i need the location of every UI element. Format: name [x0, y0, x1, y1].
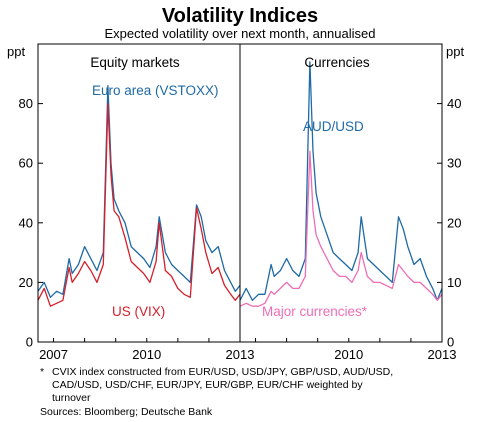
footnote-marker: * — [40, 366, 44, 378]
y-tick-label-right: 10 — [447, 275, 461, 290]
footnote-line-2: CAD/USD, USD/CHF, EUR/JPY, EUR/GBP, EUR/… — [52, 379, 363, 391]
y-tick-label-left: 20 — [19, 275, 33, 290]
right-axis-unit: ppt — [446, 44, 464, 59]
series-line-us-vix — [37, 102, 241, 307]
panel-title-equity: Equity markets — [90, 55, 180, 70]
panel-title-currencies: Currencies — [304, 55, 370, 70]
series-line-euro-area-vstoxx — [37, 85, 241, 298]
chart-subtitle: Expected volatility over next month, ann… — [105, 26, 376, 41]
footnote-line-3: turnover — [52, 392, 91, 404]
y-tick-label-left: 60 — [19, 156, 33, 171]
y-tick-label-right: 0 — [447, 335, 454, 350]
x-tick-label: 2010 — [334, 347, 363, 362]
footnote-line-1: CVIX index constructed from EUR/USD, USD… — [52, 366, 393, 378]
x-tick-label: 2007 — [39, 347, 68, 362]
series-label-major-currencies: Major currencies* — [262, 304, 368, 319]
chart-title: Volatility Indices — [162, 5, 318, 27]
series-label-us-vix: US (VIX) — [112, 304, 165, 319]
x-tick-label: 2013 — [226, 347, 255, 362]
y-tick-label-left: 80 — [19, 96, 33, 111]
series-line-major-currencies — [239, 150, 443, 307]
y-tick-label-left: 40 — [19, 215, 33, 230]
y-tick-label-left: 0 — [26, 335, 33, 350]
y-tick-label-right: 40 — [447, 96, 461, 111]
series-label-euro-area: Euro area (VSTOXX) — [92, 83, 219, 98]
x-tick-label: 2010 — [132, 347, 161, 362]
y-tick-label-right: 20 — [447, 215, 461, 230]
series-label-aud-usd: AUD/USD — [303, 119, 364, 134]
sources-note: Sources: Bloomberg; Deutsche Bank — [40, 406, 213, 418]
x-tick-label: 2013 — [428, 347, 457, 362]
series-line-aud-usd — [239, 61, 443, 301]
left-axis-unit: ppt — [7, 44, 25, 59]
y-tick-label-right: 30 — [447, 156, 461, 171]
